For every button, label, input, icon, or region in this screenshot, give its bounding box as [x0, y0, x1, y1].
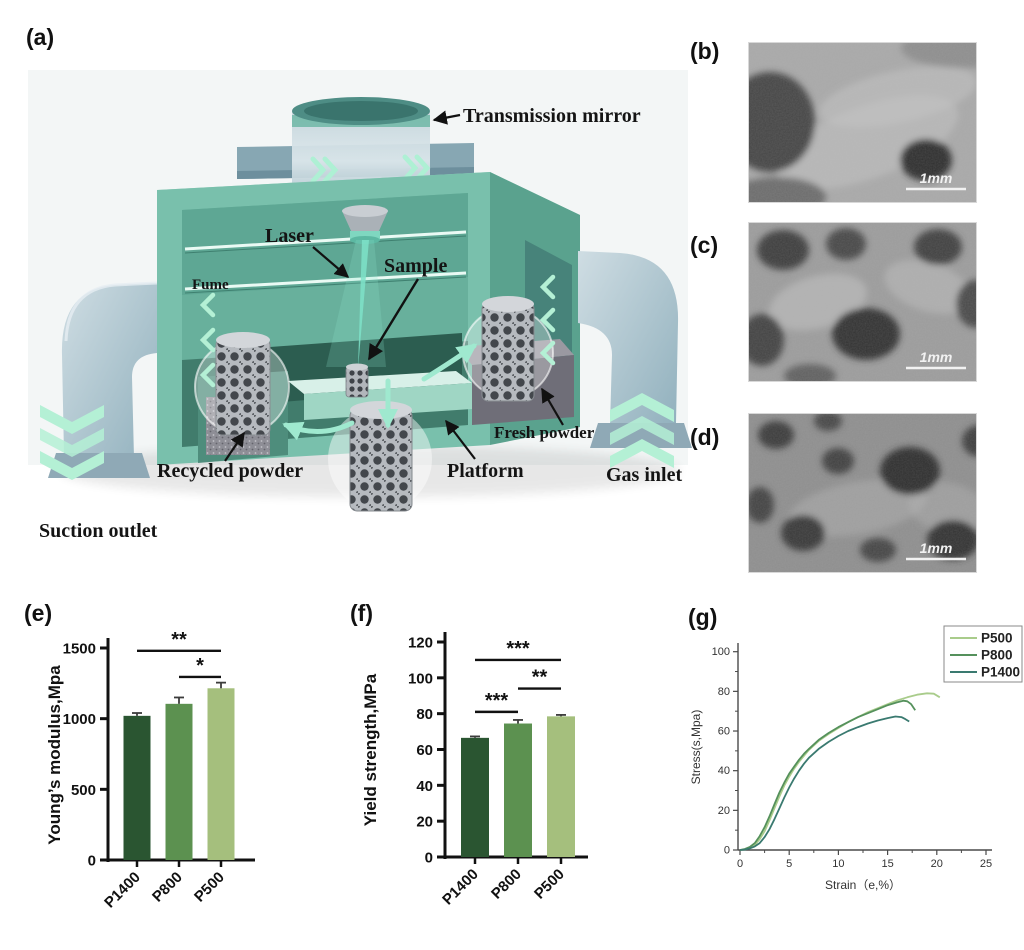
sem-d-border — [748, 413, 977, 573]
suction-outlet-label: Suction outlet — [39, 520, 158, 542]
y-tick-label: 60 — [416, 742, 433, 759]
x-tick-label: 25 — [980, 858, 992, 870]
fume-chevrons-icon — [199, 274, 556, 388]
y-tick-label: 100 — [712, 646, 730, 658]
bar-P1400 — [461, 737, 489, 857]
y-tick-label: 40 — [718, 765, 730, 777]
y-tick-label: 80 — [416, 706, 433, 723]
panel-f-label: (f) — [350, 600, 373, 626]
fresh-sample-bubble — [462, 296, 554, 402]
sem-d-grain — [748, 413, 977, 573]
y-tick-label: 20 — [718, 805, 730, 817]
bar-P800 — [165, 703, 193, 860]
recycled-powder-arrow — [224, 431, 245, 462]
x-tick-label: 0 — [737, 858, 743, 870]
y-tick-label: 120 — [408, 635, 433, 652]
recycled-powder-label: Recycled powder — [157, 460, 303, 482]
significance-label: ** — [171, 629, 187, 651]
stress-strain-chart: 0 20 40 60 80 100 0 5 10 15 20 25 P500 P800 P1400 Strai… — [689, 625, 1023, 892]
category-label: P800 — [488, 866, 525, 903]
x-tick-label: 10 — [832, 858, 844, 870]
machine-diagram: Transmission mirror Laser Sample Fume Re… — [28, 70, 692, 542]
y-tick-label: 0 — [724, 845, 730, 857]
y-axis-title: Yield strength,MPa — [361, 673, 380, 826]
category-label: P500 — [191, 869, 228, 906]
machine-labels: Transmission mirror Laser Sample Fume Re… — [39, 105, 682, 542]
gas-inlet-chevrons-icon — [610, 393, 674, 468]
category-label: P1400 — [439, 866, 482, 909]
panel-e-label: (e) — [24, 600, 53, 626]
category-label: P1400 — [101, 869, 144, 912]
scale-bar-label: 1mm — [920, 540, 953, 556]
sem-c-grain — [748, 222, 977, 382]
powder-flow-arrows — [282, 343, 478, 441]
sample-label: Sample — [384, 255, 447, 277]
laser-beam — [326, 240, 386, 369]
scale-bar-label: 1mm — [920, 170, 953, 186]
y-axis-title: Young’s modulus,Mpa — [45, 665, 64, 845]
legend-label-P800: P800 — [981, 648, 1013, 663]
sample-lattice — [345, 363, 369, 398]
panel-c-label: (c) — [690, 232, 719, 258]
transmission-mirror-label: Transmission mirror — [463, 105, 641, 127]
significance-label: ** — [532, 667, 548, 689]
y-tick-label: 1500 — [63, 641, 96, 658]
panel-a-label: (a) — [26, 24, 55, 50]
sem-b-grain — [748, 42, 977, 203]
suction-chevrons-icon — [40, 405, 104, 480]
bar-P1400 — [123, 715, 151, 860]
x-tick-label: 5 — [786, 858, 792, 870]
y-tick-label: 40 — [416, 778, 433, 795]
mirror-chevrons-icon — [310, 154, 431, 184]
y-tick-label: 1000 — [63, 711, 96, 728]
fume-label: Fume — [192, 277, 229, 293]
legend-label-P1400: P1400 — [981, 665, 1020, 680]
bar-P800 — [504, 723, 532, 857]
x-tick-label: 15 — [881, 858, 893, 870]
y-tick-label: 500 — [71, 782, 96, 799]
gas-inlet-label: Gas inlet — [606, 464, 682, 486]
platform-arrow — [445, 419, 476, 460]
significance-label: *** — [485, 690, 509, 712]
bar-P500 — [547, 716, 575, 857]
bar-P500 — [207, 688, 235, 860]
x-tick-label: 20 — [931, 858, 943, 870]
category-label: P500 — [531, 866, 568, 903]
y-tick-label: 0 — [88, 853, 96, 870]
sem-image-c: 1mm — [748, 222, 977, 382]
category-label: P800 — [149, 869, 186, 906]
series-P800 — [739, 699, 916, 851]
sem-image-b: 1mm — [748, 42, 977, 203]
fresh-powder-label: Fresh powder — [494, 423, 595, 442]
panel-d-label: (d) — [690, 424, 720, 450]
x-axis-title: Strain（e,%） — [825, 878, 901, 892]
laser-label: Laser — [265, 225, 314, 247]
platform-label: Platform — [447, 460, 524, 482]
recycled-sample-bubble — [194, 332, 290, 436]
scale-bar-label: 1mm — [920, 349, 953, 365]
legend-label-P500: P500 — [981, 631, 1013, 646]
laser-arrow — [312, 246, 350, 278]
sample-arrow — [367, 278, 420, 361]
significance-label: * — [196, 655, 204, 677]
fresh-powder-arrow — [541, 387, 564, 426]
series-P1400 — [739, 715, 910, 851]
panel-g-label: (g) — [688, 604, 718, 630]
panel-b-label: (b) — [690, 38, 720, 64]
transmission-mirror-arrow — [432, 110, 461, 125]
y-tick-label: 100 — [408, 670, 433, 687]
y-tick-label: 60 — [718, 726, 730, 738]
sem-c-border — [748, 222, 977, 382]
y-tick-label: 20 — [416, 814, 433, 831]
y-tick-label: 0 — [425, 850, 433, 867]
sem-b-border — [748, 42, 977, 203]
sem-image-d: 1mm — [748, 413, 977, 573]
y-tick-label: 80 — [718, 686, 730, 698]
significance-label: *** — [506, 638, 530, 660]
laser-lens — [342, 205, 388, 244]
y-axis-title: Stress(s,Mpa) — [689, 710, 703, 785]
